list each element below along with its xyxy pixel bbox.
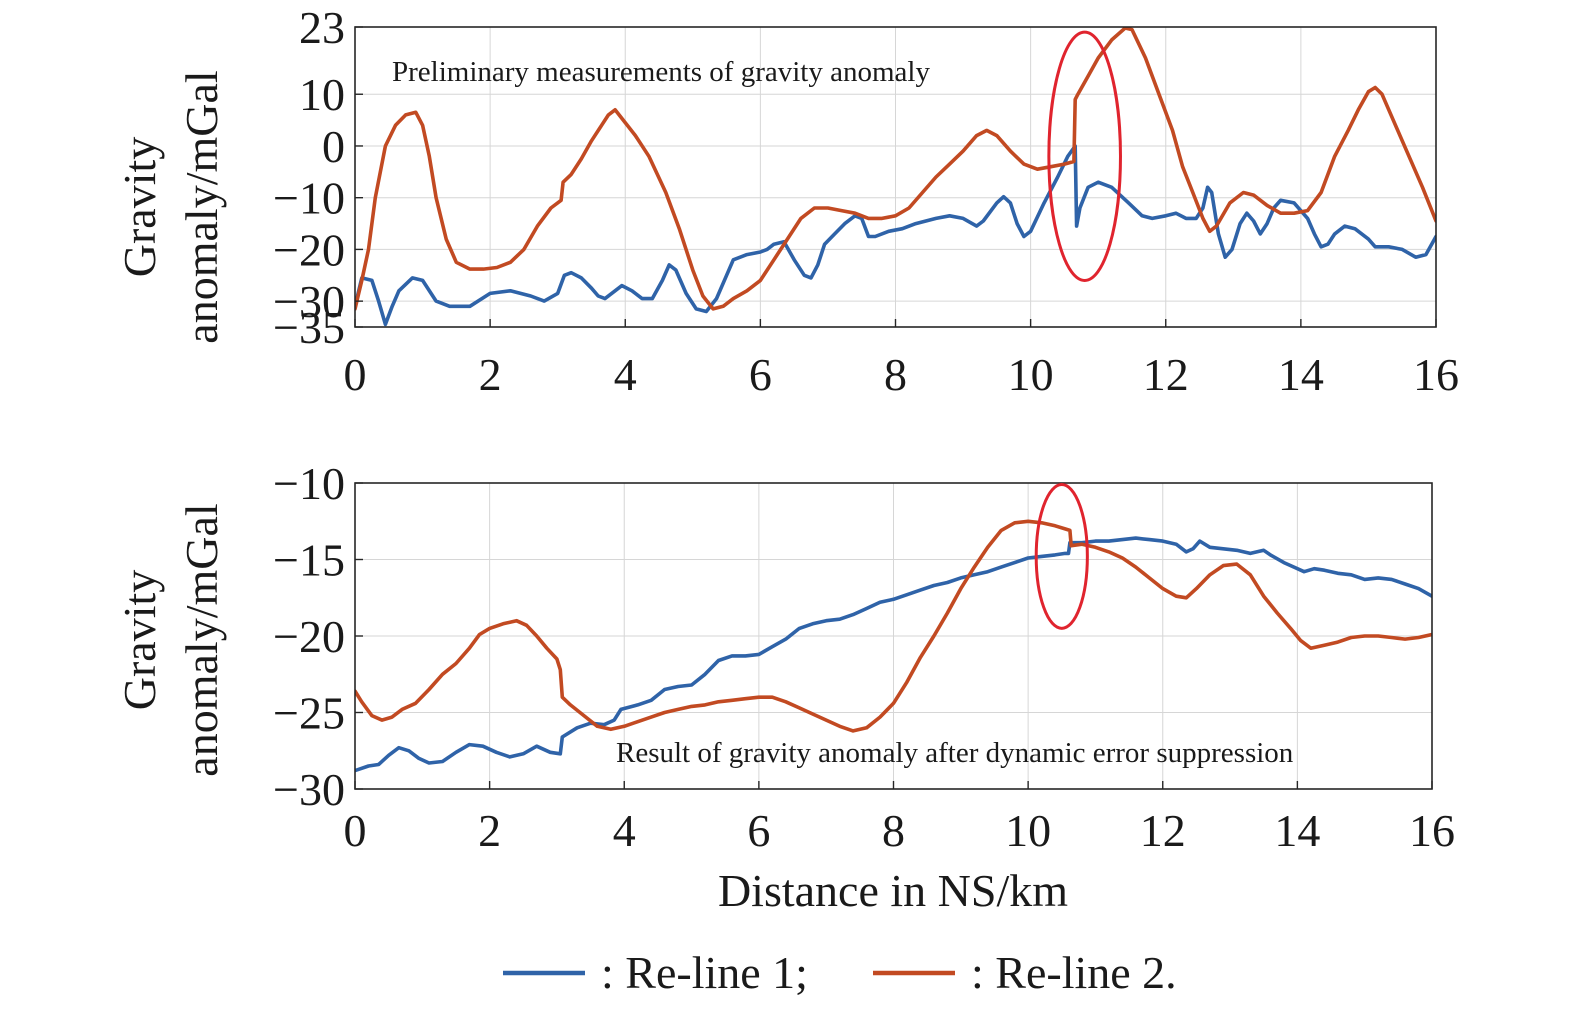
highlight-ellipse [1047,30,1122,282]
x-tick-label: 4 [614,349,637,400]
series-line-re-line-2 [355,27,1436,311]
y-tick-label: −30 [273,276,345,327]
y-tick-label: −20 [273,611,345,662]
legend-label-2: : Re-line 2. [971,947,1177,998]
x-tick-label: 8 [884,349,907,400]
highlight-ellipse [1034,483,1089,630]
y-tick-label: −25 [273,688,345,739]
x-tick-label: 12 [1140,805,1186,856]
y-tick-label: −15 [273,535,345,586]
legend: : Re-line 1; : Re-line 2. [503,947,1177,998]
legend-label-1: : Re-line 1; [601,947,808,998]
x-tick-label: 2 [479,349,502,400]
panel-annotation: Result of gravity anomaly after dynamic … [616,737,1294,769]
y-tick-label: −10 [273,173,345,224]
x-tick-label: 16 [1409,805,1455,856]
y-axis-label: Gravity anomaly/mGal [114,70,227,343]
x-axis-label: Distance in NS/km [718,865,1068,916]
x-tick-label: 14 [1274,805,1320,856]
y-tick-label: −10 [273,458,345,509]
x-tick-label: 0 [344,805,367,856]
x-tick-label: 4 [613,805,636,856]
chart-panel-top: 0 2 4 6 8 10 12 14 16−35−30−20−1001023Preliminar… [114,2,1459,400]
x-tick-label: 10 [1008,349,1054,400]
x-tick-label: 10 [1005,805,1051,856]
x-tick-label: 6 [747,805,770,856]
y-tick-label: 10 [299,69,345,120]
y-tick-label: 23 [299,2,345,53]
series-line-re-line-2 [355,519,1432,733]
x-tick-label: 6 [749,349,772,400]
y-tick-label: −20 [273,224,345,275]
panel-annotation: Preliminary measurements of gravity anom… [392,56,930,88]
x-tick-label: 14 [1278,349,1324,400]
x-tick-label: 2 [478,805,501,856]
x-tick-label: 8 [882,805,905,856]
series-line-re-line-1 [355,144,1436,327]
x-tick-label: 12 [1143,349,1189,400]
y-tick-label: −30 [273,764,345,815]
y-tick-label: 0 [322,121,345,172]
y-tick-label: −35 [273,302,345,353]
x-tick-label: 0 [344,349,367,400]
series-line-re-line-1 [355,536,1432,773]
y-axis-label: Gravity anomaly/mGal [114,503,227,776]
x-tick-label: 16 [1413,349,1459,400]
chart-panel-bottom: 0 2 4 6 8 10 12 14 16 −30 −25 −20 −15 −10 Result of gr… [114,458,1455,856]
